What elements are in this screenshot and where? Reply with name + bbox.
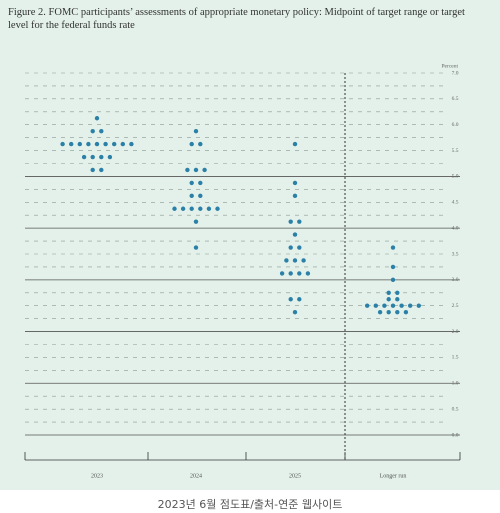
dot [395, 309, 400, 315]
dot [86, 141, 91, 147]
dot [107, 154, 113, 160]
dot [297, 297, 302, 302]
chart-title: Figure 2. FOMC participants’ assessments… [8, 7, 465, 31]
dot [288, 271, 293, 276]
chart: 0.0 0.5 1.0 1.5 2.0 2.5 3.0 3.5 4.0 4.5 5.0 5.5 6.0 6… [24, 63, 461, 479]
dot [94, 141, 100, 147]
dot [284, 258, 289, 263]
y-tick-label: 2.5 [452, 303, 459, 309]
dot [198, 141, 203, 147]
dot [189, 206, 194, 211]
dot [390, 245, 396, 250]
dot [292, 180, 298, 186]
dot [69, 141, 74, 147]
dot [297, 245, 302, 250]
dot [395, 290, 400, 295]
dot [408, 303, 413, 308]
dot [279, 271, 285, 276]
dot [103, 141, 108, 147]
dot [292, 141, 298, 147]
dot [90, 128, 95, 134]
y-tick-label: 4.5 [452, 200, 459, 206]
dot [198, 193, 203, 199]
x-tick-label: 2024 [190, 473, 202, 479]
y-tick-label: 4.0 [452, 225, 459, 231]
y-tick-label: 2.0 [452, 329, 459, 335]
dot [189, 193, 194, 199]
dot [377, 309, 383, 315]
x-tick-label: 2025 [289, 473, 301, 479]
dot [198, 180, 203, 186]
dot [365, 303, 370, 308]
dot [77, 141, 83, 147]
dot [193, 245, 199, 250]
dot [297, 271, 302, 276]
dot [180, 206, 186, 211]
dot [99, 154, 104, 160]
y-tick-label: 3.0 [452, 277, 459, 283]
y-tick-label: 1.5 [452, 355, 459, 361]
dot [129, 141, 134, 147]
dot [90, 167, 95, 173]
dot [189, 180, 194, 186]
dot [81, 154, 87, 160]
dot [99, 167, 104, 173]
dot [395, 297, 400, 302]
dot [189, 141, 194, 147]
x-tick-label: 2023 [91, 473, 103, 479]
dot [90, 154, 95, 160]
y-tick-label: 6.5 [452, 96, 459, 102]
dot [193, 219, 199, 224]
caption: 2023년 6월 점도표/출처-연준 웹사이트 [157, 498, 343, 511]
dot [193, 167, 199, 173]
dot [120, 141, 126, 147]
dot [292, 193, 298, 199]
dot [215, 206, 220, 211]
dot [172, 206, 177, 211]
x-tick-label: Longer run [380, 473, 407, 479]
dot [292, 309, 298, 315]
dot [193, 128, 199, 134]
dot [373, 303, 378, 308]
y-tick-label: 5.0 [452, 174, 459, 180]
dot [382, 303, 387, 308]
dot [94, 116, 100, 121]
dot [198, 206, 203, 211]
dot [292, 258, 298, 263]
y-tick-label: 6.0 [452, 122, 459, 128]
dot [403, 309, 409, 315]
dot [297, 219, 302, 224]
y-tick-label: 5.5 [452, 148, 459, 154]
dot [288, 219, 293, 224]
dot [301, 258, 306, 263]
y-tick-label: 1.0 [452, 381, 459, 387]
dot [390, 264, 396, 270]
y-tick-label: 0.5 [452, 406, 459, 412]
y-axis-label: Percent [442, 63, 459, 69]
dot [399, 303, 404, 308]
dot [60, 141, 65, 147]
dot [305, 271, 311, 276]
dot [288, 297, 293, 302]
dot [386, 297, 391, 302]
dot [202, 167, 207, 173]
dot [112, 141, 117, 147]
dot [288, 245, 293, 250]
dot [386, 309, 391, 315]
dot [292, 232, 298, 237]
y-tick-label: 7.0 [452, 70, 459, 76]
chart-panel [0, 0, 500, 490]
dot [416, 303, 421, 308]
dot [386, 290, 391, 295]
y-tick-label: 0.0 [452, 432, 459, 438]
dot [99, 128, 104, 134]
y-tick-label: 3.5 [452, 251, 459, 257]
dot [185, 167, 190, 173]
dot [390, 303, 396, 308]
dot [206, 206, 212, 211]
dot [390, 277, 396, 283]
